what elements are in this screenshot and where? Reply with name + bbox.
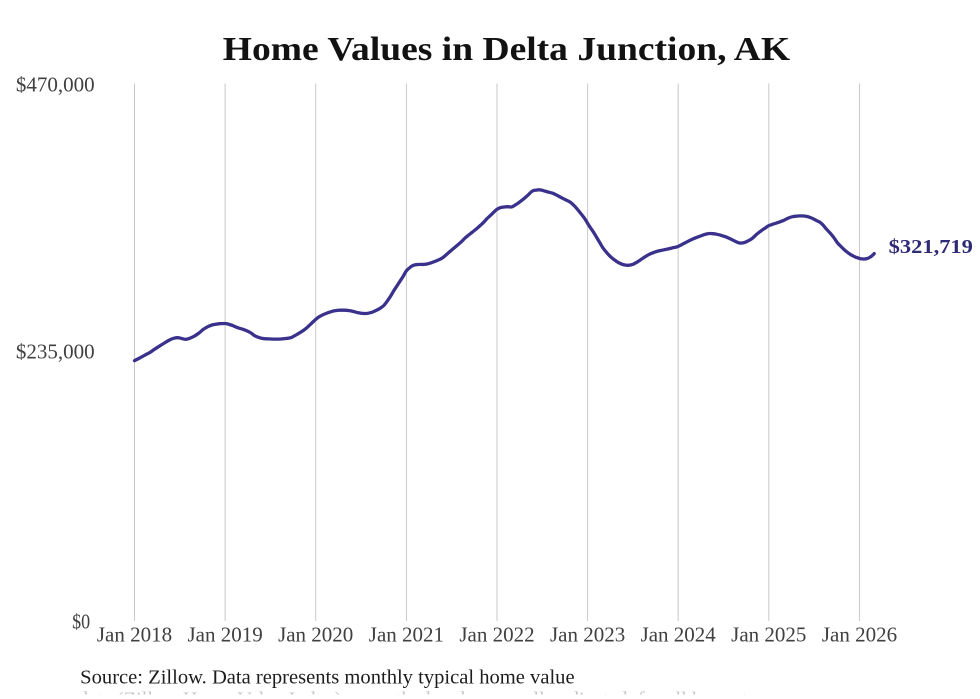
svg-text:Jan 2020: Jan 2020 xyxy=(278,623,353,647)
svg-text:Jan 2023: Jan 2023 xyxy=(550,623,625,647)
svg-text:Jan 2026: Jan 2026 xyxy=(822,623,897,647)
svg-text:Home Values in Delta Junction,: Home Values in Delta Junction, AK xyxy=(223,31,791,68)
svg-text:Jan 2025: Jan 2025 xyxy=(731,623,806,647)
svg-text:data (Zillow Home Value Index): data (Zillow Home Value Index), smoothed… xyxy=(78,689,790,699)
svg-text:Jan 2022: Jan 2022 xyxy=(459,623,534,647)
svg-text:Jan 2024: Jan 2024 xyxy=(641,623,717,647)
svg-text:Source: Zillow. Data represent: Source: Zillow. Data represents monthly … xyxy=(80,667,574,689)
svg-text:$470,000: $470,000 xyxy=(16,72,95,96)
svg-text:$0: $0 xyxy=(72,610,90,634)
svg-text:$321,719: $321,719 xyxy=(889,237,973,258)
svg-text:Jan 2019: Jan 2019 xyxy=(187,623,262,647)
svg-text:$235,000: $235,000 xyxy=(16,340,95,364)
svg-text:Jan 2018: Jan 2018 xyxy=(97,623,172,647)
svg-text:Jan 2021: Jan 2021 xyxy=(369,623,444,647)
